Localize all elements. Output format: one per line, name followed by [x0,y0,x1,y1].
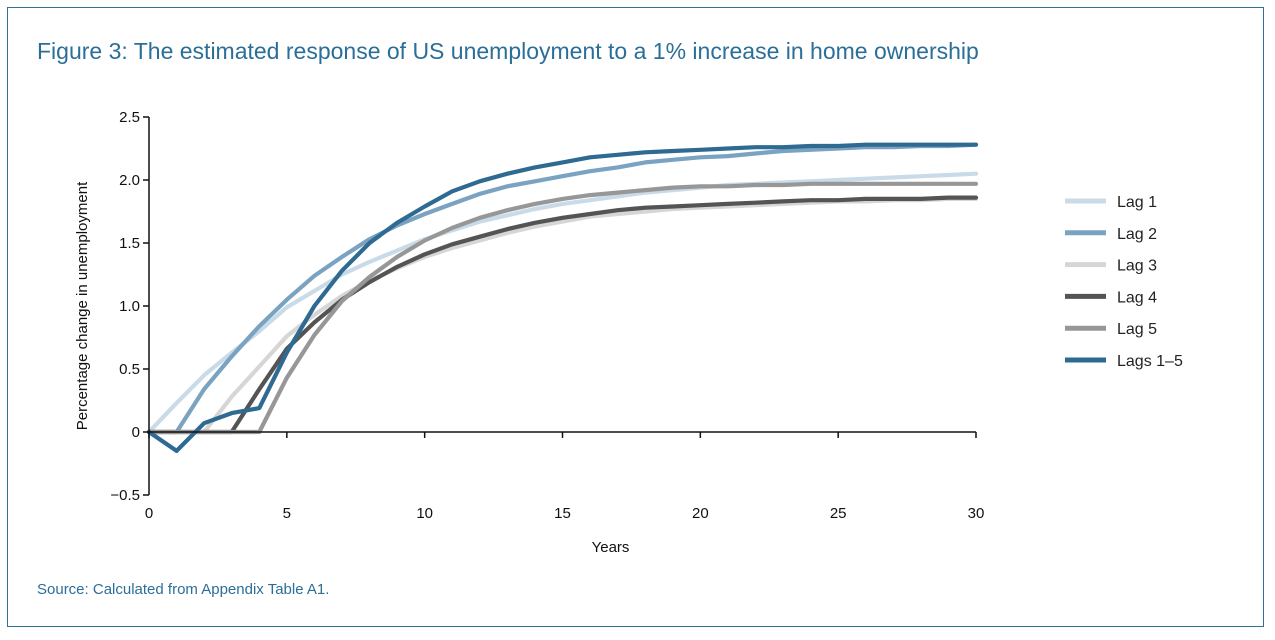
source-note: Source: Calculated from Appendix Table A… [37,581,330,598]
x-tick-label: 20 [692,505,709,522]
x-tick-label: 30 [968,505,985,522]
legend-label: Lag 4 [1117,289,1157,306]
x-tick-label: 10 [416,505,433,522]
y-tick-label: 2.0 [119,172,140,189]
x-tick-label: 0 [145,505,153,522]
legend-label: Lag 3 [1117,258,1157,275]
legend-label: Lag 2 [1117,226,1157,243]
y-tick-label: 1.5 [119,235,140,252]
y-tick-label: 0 [132,424,140,441]
figure-frame [7,7,1264,627]
legend-label: Lag 5 [1117,321,1157,338]
series-line [146,142,979,453]
y-tick-label: 1.0 [119,298,140,315]
x-tick-label: 15 [554,505,571,522]
axes [148,117,976,495]
y-tick-label: −0.5 [110,487,140,504]
ticks: −0.5 0 0.5 1.0 1.5 2.0 2.5 0 5 10 15 20 25 30 [110,109,984,522]
series-line [146,171,979,435]
legend: Lag 1 Lag 2 Lag 3 Lag 4 Lag 5 Lags 1–5 [1065,194,1183,370]
legend-label: Lag 1 [1117,194,1157,211]
x-axis-label: Years [592,539,630,556]
y-axis-label: Percentage change in unemployment [74,181,91,430]
x-tick-label: 25 [830,505,847,522]
y-tick-label: 2.5 [119,109,140,126]
x-tick-label: 5 [283,505,291,522]
y-tick-label: 0.5 [119,361,140,378]
series-lines [146,142,979,453]
series-line [146,142,979,435]
series-line [146,181,979,435]
legend-label: Lags 1–5 [1117,353,1183,370]
figure-title: Figure 3: The estimated response of US u… [37,38,979,64]
